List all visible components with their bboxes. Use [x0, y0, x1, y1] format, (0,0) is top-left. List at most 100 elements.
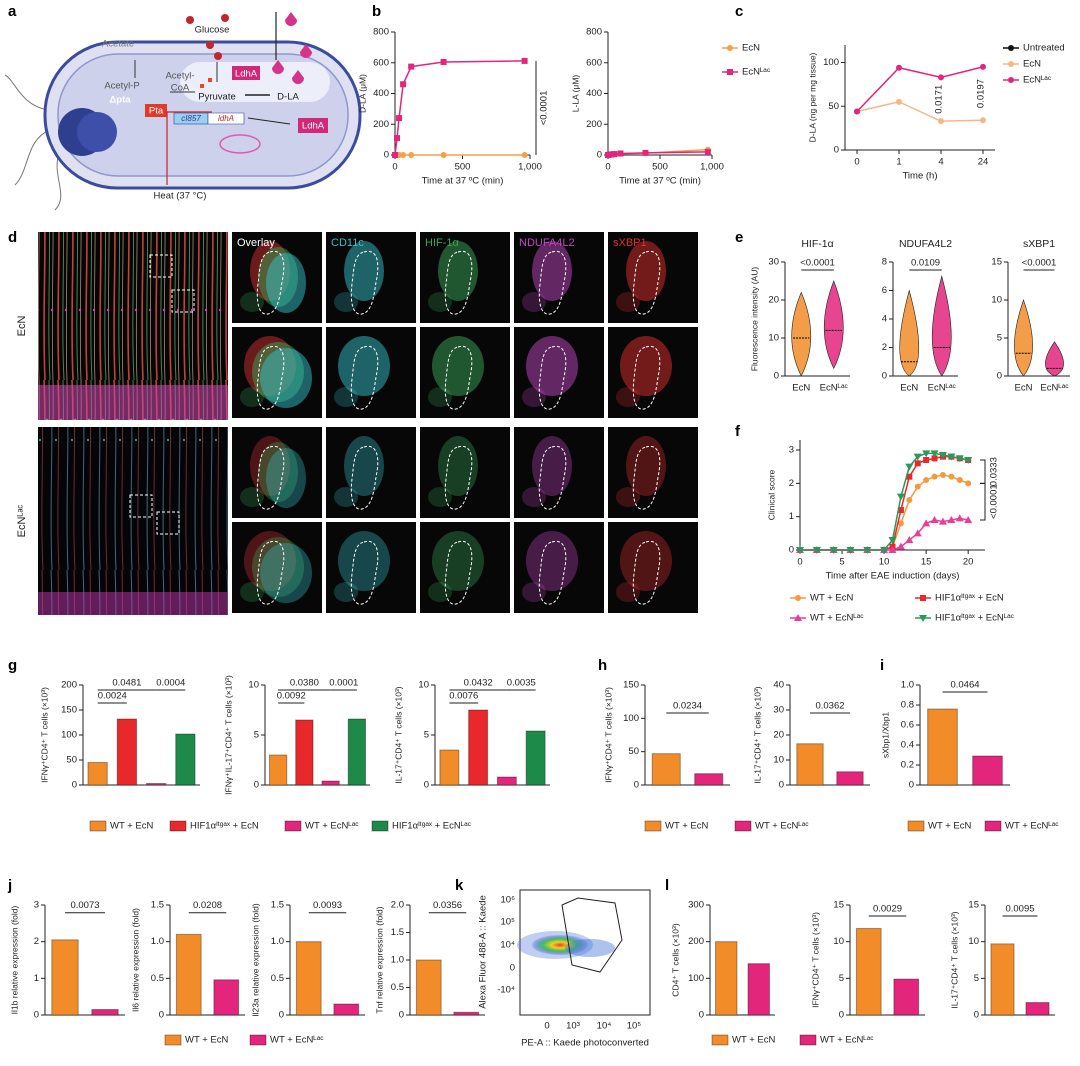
signal — [616, 387, 640, 407]
marker — [727, 69, 733, 75]
p-value: 0.0234 — [673, 701, 702, 712]
panel-label: g — [8, 657, 17, 674]
panel-title: HIF-1α — [801, 238, 833, 250]
y-tick-label: 0.5 — [151, 973, 164, 984]
inset-box — [149, 254, 173, 278]
micrograph-tile — [326, 427, 416, 518]
signal — [338, 531, 390, 591]
legend-label: WT + EcNᴸᵃᶜ — [270, 1035, 324, 1046]
marker — [794, 614, 802, 621]
y-tick-label: 200 — [688, 936, 704, 947]
panel-title: NDUFA4L2 — [899, 238, 952, 250]
y-tick-label: 30 — [773, 705, 784, 716]
marker — [896, 542, 905, 550]
bar — [651, 753, 681, 786]
marker — [392, 152, 398, 158]
marker — [922, 450, 931, 458]
series-line — [800, 455, 969, 551]
inset-box — [156, 511, 180, 535]
marker — [611, 151, 618, 158]
signal — [432, 336, 484, 396]
violin — [931, 275, 952, 377]
signal — [266, 448, 306, 508]
y-tick-label: 10 — [991, 295, 1002, 306]
y-tick-label: 0 — [72, 780, 77, 791]
signal — [428, 292, 452, 312]
diagram-label: Acetyl-P — [104, 81, 139, 92]
bar — [439, 749, 460, 786]
panel-label: c — [735, 3, 743, 20]
cell-outline — [444, 540, 473, 605]
x-tick-label: 10⁵ — [627, 1021, 642, 1032]
y-tick-label: 10 — [833, 936, 844, 947]
y-tick-label: 0 — [774, 371, 779, 382]
bar — [91, 1009, 119, 1016]
x-tick-label: 10³ — [566, 1021, 580, 1032]
y-tick-label: 0.2 — [901, 760, 914, 771]
signal — [334, 292, 358, 312]
diagram-label: Pta — [149, 106, 164, 117]
signal — [616, 292, 640, 312]
tissue-layer — [38, 385, 228, 420]
signal — [334, 387, 358, 407]
marker — [980, 63, 986, 70]
channel-label: sXBP1 — [613, 237, 647, 249]
x-tick-label: 0 — [605, 162, 610, 173]
signal — [620, 336, 672, 396]
heat-line — [166, 111, 212, 185]
marker — [896, 98, 902, 105]
y-tick-label: 10 — [768, 333, 779, 344]
bar — [715, 941, 738, 1016]
marker — [920, 595, 926, 601]
bar — [525, 730, 546, 786]
x-tick-label: EcN — [792, 383, 810, 394]
p-value: <0.0001 — [1022, 258, 1057, 269]
marker — [931, 473, 938, 480]
y-tick-label: 0.8 — [901, 700, 914, 711]
marker — [888, 537, 897, 544]
flow-plot: 10⁶ 10⁵ 10⁴ 0 -10⁴ 0 10³ 10⁴ 10⁵ PE-A ::… — [478, 889, 651, 1049]
marker — [947, 516, 956, 523]
legend-swatch — [799, 1034, 817, 1046]
marker — [896, 493, 905, 501]
cell-outline — [350, 250, 379, 315]
p-value: 0.0076 — [449, 691, 478, 702]
diagram-label: Acetate — [102, 39, 134, 50]
y-tick-label: 5 — [974, 973, 979, 984]
violin — [1045, 341, 1064, 377]
bar — [295, 941, 322, 1016]
y-tick-label: 0 — [834, 145, 839, 156]
cell-outline — [632, 250, 661, 315]
x-axis-label: Time at 37 ºC (min) — [619, 176, 701, 187]
signal — [334, 487, 358, 507]
marker — [913, 453, 922, 461]
diagram-label: Glucose — [195, 25, 230, 36]
micrograph-tile — [514, 427, 604, 518]
bar — [116, 718, 138, 786]
channel-label: Overlay — [237, 237, 275, 249]
y-tick-label: 1.5 — [391, 927, 404, 938]
panel-label: l — [665, 877, 669, 894]
cell-outline — [632, 345, 661, 410]
x-tick-label: 15 — [921, 557, 932, 568]
signal — [432, 531, 484, 591]
signal — [266, 253, 306, 313]
marker — [906, 497, 913, 503]
legend-label: Untreated — [1023, 43, 1065, 54]
expression-arrow — [247, 117, 291, 125]
marker — [923, 457, 930, 463]
bar — [694, 773, 724, 786]
gate — [561, 897, 623, 973]
p-value: 0.0035 — [507, 678, 536, 689]
y-tick-label: 5 — [254, 730, 259, 741]
y-tick-label: 1.0 — [391, 955, 404, 966]
bar — [972, 755, 1003, 786]
bar — [51, 939, 79, 1016]
signal — [616, 487, 640, 507]
plasmid — [219, 134, 261, 154]
panel-title: sXBP1 — [1023, 238, 1055, 250]
y-tick-label: 400 — [586, 88, 602, 99]
y-axis-label: Alexa Fluor 488-A :: Kaede — [478, 895, 489, 1009]
y-axis-label: Clinical score — [766, 469, 776, 520]
marker — [400, 152, 407, 158]
